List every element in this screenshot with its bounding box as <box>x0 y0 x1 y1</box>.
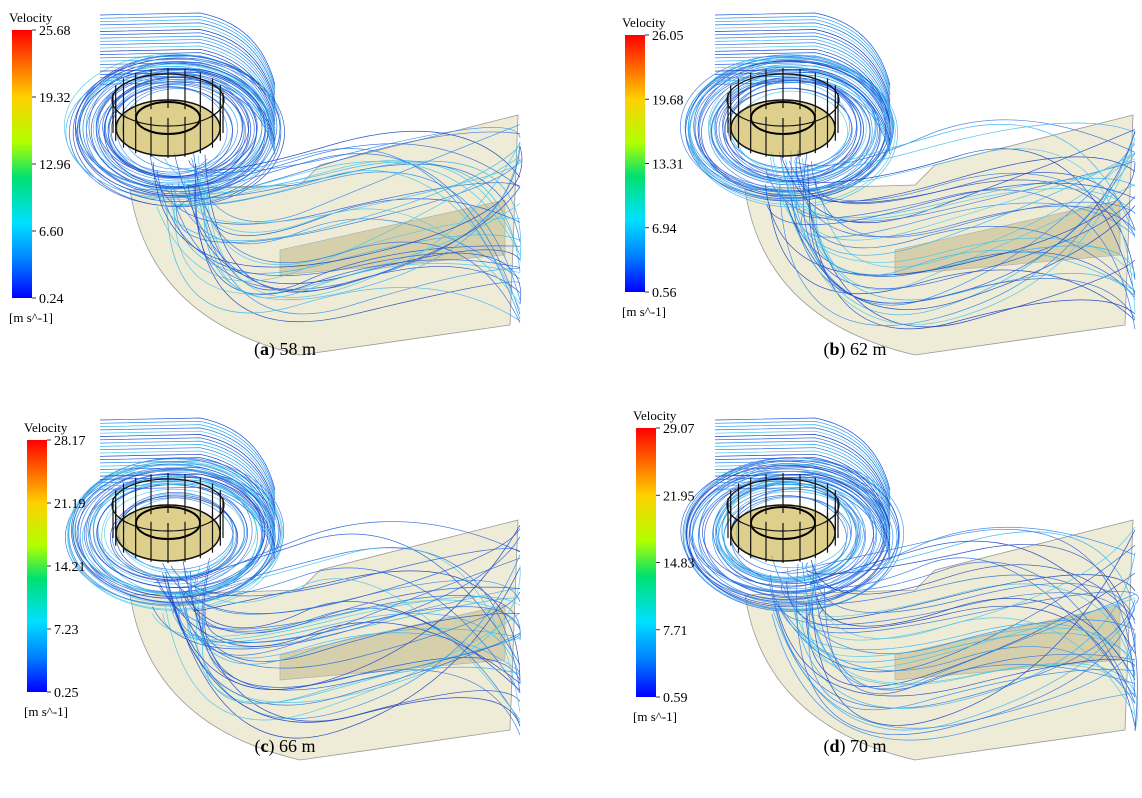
legend-title: Velocity <box>622 15 666 30</box>
flow-scene <box>680 13 1135 355</box>
legend-tick-label: 6.60 <box>39 225 64 240</box>
flow-scene <box>64 13 522 355</box>
panel: Velocity26.05 19.68 13.31 6.94 0.56 [m s^-1] (… <box>622 13 1135 360</box>
legend-title: Velocity <box>9 10 53 25</box>
flow-scene <box>65 418 520 760</box>
legend-unit: [m s^-1] <box>24 704 68 719</box>
flow-scene <box>681 418 1139 760</box>
legend-tick-label: 7.23 <box>54 623 79 638</box>
caption-text: ) 70 m <box>840 736 887 757</box>
color-legend: Velocity25.68 19.32 12.96 6.60 0.24 [m s^-1] <box>9 10 71 325</box>
legend-tick-label: 19.68 <box>652 93 684 108</box>
color-bar <box>12 30 32 298</box>
color-bar <box>636 428 656 697</box>
caption-label: d <box>829 736 839 756</box>
caption-label: c <box>261 736 269 756</box>
color-bar <box>625 35 645 292</box>
legend-tick-label: 0.56 <box>652 286 677 301</box>
legend-tick-label: 0.59 <box>663 691 688 706</box>
color-legend: Velocity28.17 21.19 14.21 7.23 0.25 [m s^-1] <box>24 420 86 719</box>
legend-tick-label: 28.17 <box>54 434 86 449</box>
legend-tick-label: 21.95 <box>663 489 695 504</box>
legend-tick-label: 26.05 <box>652 29 684 44</box>
legend-tick-label: 6.94 <box>652 222 677 237</box>
caption-text: ) 58 m <box>269 339 316 360</box>
legend-title: Velocity <box>633 408 677 423</box>
legend-tick-label: 7.71 <box>663 624 688 639</box>
caption-label: a <box>260 339 269 359</box>
caption: (d) 70 m <box>823 736 886 757</box>
legend-tick-label: 21.19 <box>54 497 86 512</box>
legend-tick-label: 0.24 <box>39 292 64 307</box>
legend-tick-label: 12.96 <box>39 158 71 173</box>
caption: (c) 66 m <box>255 736 316 757</box>
caption-text: ) 66 m <box>269 736 316 757</box>
color-legend: Velocity29.07 21.95 14.83 7.71 0.59 [m s^-1] <box>633 408 695 724</box>
legend-unit: [m s^-1] <box>633 709 677 724</box>
color-bar <box>27 440 47 692</box>
legend-tick-label: 19.32 <box>39 91 71 106</box>
legend-tick-label: 14.83 <box>663 557 695 572</box>
caption-label: b <box>829 339 839 359</box>
legend-tick-label: 14.21 <box>54 560 86 575</box>
legend-tick-label: 25.68 <box>39 24 71 39</box>
legend-unit: [m s^-1] <box>9 310 53 325</box>
legend-tick-label: 29.07 <box>663 422 695 437</box>
caption: (b) 62 m <box>823 339 886 360</box>
caption: (a) 58 m <box>254 339 316 360</box>
legend-unit: [m s^-1] <box>622 304 666 319</box>
caption-text: ) 62 m <box>840 339 887 360</box>
legend-tick-label: 13.31 <box>652 158 684 173</box>
legend-title: Velocity <box>24 420 68 435</box>
figure: Velocity25.6819.3212.966.600.24[m s^-1](… <box>0 0 1142 798</box>
legend-tick-label: 0.25 <box>54 686 79 701</box>
